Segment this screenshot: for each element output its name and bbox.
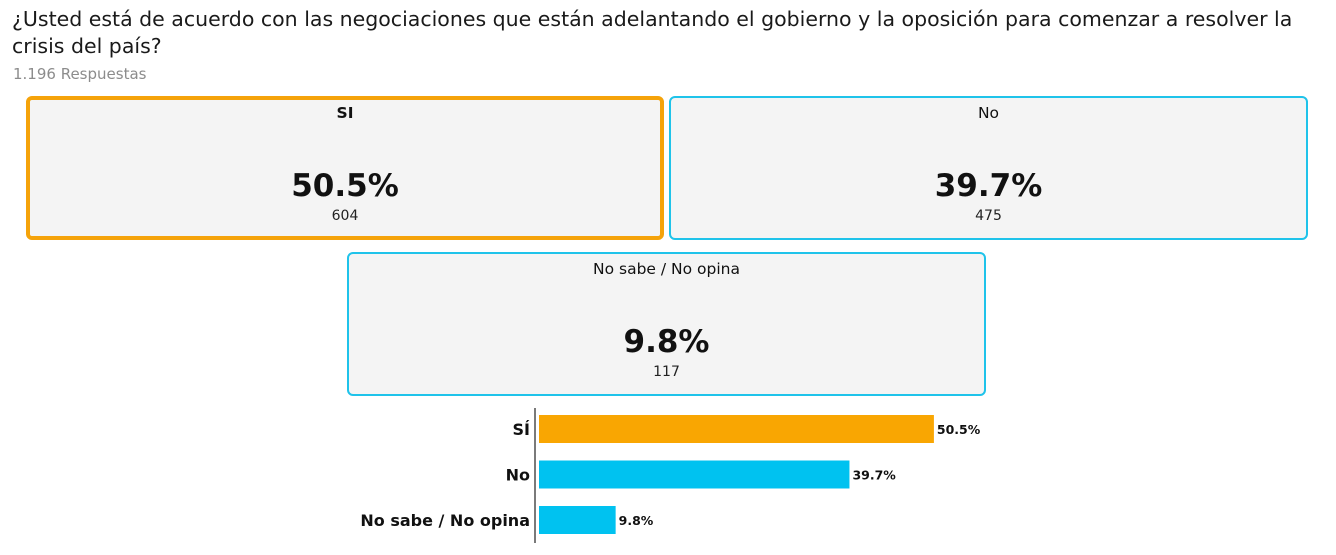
option-count: 117 (653, 364, 680, 380)
option-card-no-sabe[interactable]: No sabe / No opina 9.8% 117 (347, 252, 986, 396)
response-count: 1.196 Respuestas (13, 65, 147, 83)
option-percent: 39.7% (934, 168, 1043, 204)
bar-category-label: SÍ (513, 420, 531, 439)
option-label: No (977, 104, 1000, 122)
question-title: ¿Usted está de acuerdo con las negociaci… (12, 7, 1293, 58)
bar (539, 460, 850, 489)
bar-value-label: 9.8% (619, 513, 654, 528)
bar-value-label: 50.5% (937, 422, 981, 437)
bar-value-label: 39.7% (852, 468, 896, 483)
option-count: 475 (975, 208, 1002, 224)
option-label: SI (336, 104, 354, 122)
option-count: 604 (331, 208, 359, 224)
option-card-no[interactable]: No 39.7% 475 (669, 96, 1308, 240)
bar (539, 506, 616, 534)
bar-category-label: No (506, 466, 530, 485)
option-label: No sabe / No opina (593, 260, 740, 278)
option-percent: 50.5% (291, 168, 399, 204)
bar (539, 415, 934, 443)
option-card-si[interactable]: SI 50.5% 604 (26, 96, 664, 240)
option-percent: 9.8% (623, 324, 710, 360)
bar-category-label: No sabe / No opina (360, 511, 530, 530)
